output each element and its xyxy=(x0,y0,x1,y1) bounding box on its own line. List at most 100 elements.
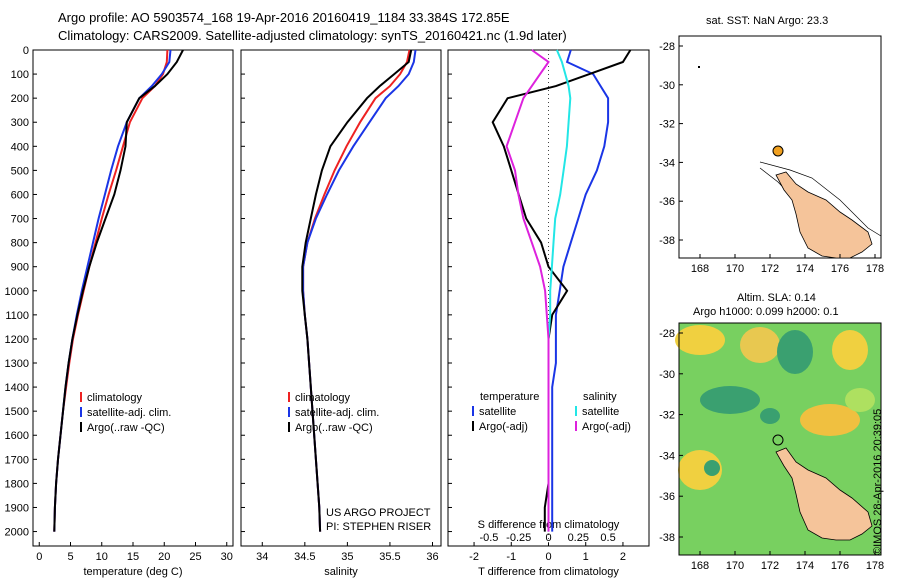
sla-map-warm-patch xyxy=(740,327,780,363)
depth-tick-label: 1300 xyxy=(5,358,29,370)
chart-title-line1: Argo profile: AO 5903574_168 19-Apr-2016… xyxy=(58,10,510,25)
x-axis-label: temperature (deg C) xyxy=(83,566,182,578)
depth-tick-label: 1500 xyxy=(5,406,29,418)
sst-map-title: sat. SST: NaN Argo: 23.3 xyxy=(706,15,829,27)
lat-tick-label: -32 xyxy=(659,410,675,422)
depth-tick-label: 900 xyxy=(11,262,29,274)
x-tick-label: 30 xyxy=(221,551,233,563)
legend-label: satellite-adj. clim. xyxy=(87,407,171,419)
lon-tick-label: 170 xyxy=(726,560,744,572)
depth-axis: 0 100 200 300 400 500 600 700 800 900 1000 1100 1200… xyxy=(5,45,452,539)
s-tick-label: -0.5 xyxy=(479,532,498,544)
depth-tick-label: 500 xyxy=(11,165,29,177)
depth-tick-label: 800 xyxy=(11,238,29,250)
x-tick-label: 2 xyxy=(620,551,626,563)
x-tick-label: -2 xyxy=(469,551,479,563)
depth-tick-label: 100 xyxy=(11,69,29,81)
sla-map-cool-patch xyxy=(760,408,780,424)
x-tick-label: 36 xyxy=(426,551,438,563)
s-tick-label: 0.5 xyxy=(600,532,615,544)
series-line-satellite xyxy=(53,49,172,532)
legend-title-temperature: temperature xyxy=(480,391,539,403)
depth-tick-label: 1100 xyxy=(5,310,29,322)
imos-watermark: ©IMOS 28-Apr-2016 20:39:05 xyxy=(872,408,884,555)
legend-label: satellite xyxy=(479,406,516,418)
lon-tick-label: 178 xyxy=(866,263,884,275)
sla-map-cool-patch xyxy=(845,388,875,412)
map-axes: 168 170 172 174 176 178 -28 -30 -32 -34 -36 -38 168 1… xyxy=(659,41,884,572)
lon-tick-label: 178 xyxy=(866,560,884,572)
lat-tick-label: -32 xyxy=(659,119,675,131)
sla-map-title-line2: Argo h1000: 0.099 h2000: 0.1 xyxy=(693,306,839,318)
series-line-satellite xyxy=(551,49,610,532)
s-tick-label: -0.25 xyxy=(506,532,531,544)
lat-tick-label: -34 xyxy=(659,450,675,462)
salinity-panel-frame xyxy=(240,49,442,547)
lon-tick-label: 168 xyxy=(691,263,709,275)
legend-label: satellite-adj. clim. xyxy=(295,407,379,419)
lon-tick-label: 176 xyxy=(831,560,849,572)
x-tick-label: 35.5 xyxy=(379,551,400,563)
lat-tick-label: -38 xyxy=(659,235,675,247)
series-line-argo xyxy=(301,49,413,532)
lat-tick-label: -36 xyxy=(659,491,675,503)
sla-map-warm-patch xyxy=(800,404,860,436)
depth-tick-label: 1800 xyxy=(5,478,29,490)
sla-map-cool-patch xyxy=(700,386,760,414)
legend-label: Argo(-adj) xyxy=(582,421,631,433)
lon-tick-label: 172 xyxy=(761,263,779,275)
lat-tick-label: -30 xyxy=(659,369,675,381)
chart-title-line2: Climatology: CARS2009. Satellite-adjuste… xyxy=(58,28,567,43)
lon-tick-label: 174 xyxy=(796,560,814,572)
depth-tick-label: 1600 xyxy=(5,430,29,442)
lon-tick-label: 172 xyxy=(761,560,779,572)
x-tick-label: 20 xyxy=(158,551,170,563)
legend-label: Argo(..raw -QC) xyxy=(87,422,165,434)
depth-tick-label: 1900 xyxy=(5,502,29,514)
x-tick-label: 34.5 xyxy=(294,551,315,563)
series-line-sal_argo xyxy=(505,49,550,532)
depth-tick-label: 1200 xyxy=(5,334,29,346)
x-tick-label: 35 xyxy=(341,551,353,563)
depth-tick-label: 300 xyxy=(11,117,29,129)
depth-tick-label: 2000 xyxy=(5,527,29,539)
depth-tick-label: 1700 xyxy=(5,454,29,466)
series-line-climatology xyxy=(53,49,169,532)
x-axis-label: salinity xyxy=(324,566,358,578)
depth-tick-label: 200 xyxy=(11,93,29,105)
legend-title-salinity: salinity xyxy=(583,391,617,403)
sst-map xyxy=(678,35,882,259)
x-axis-label: T difference from climatology xyxy=(478,566,619,578)
series-line-argo xyxy=(53,49,184,532)
lat-tick-label: -28 xyxy=(659,41,675,53)
lat-tick-label: -28 xyxy=(659,328,675,340)
depth-tick-label: 700 xyxy=(11,214,29,226)
x-tick-label: 0 xyxy=(545,551,551,563)
legend-label: Argo(..raw -QC) xyxy=(295,422,373,434)
sla-map-warm-patch xyxy=(678,450,722,490)
legend-label: climatology xyxy=(87,392,143,404)
project-annotation: PI: STEPHEN RISER xyxy=(326,521,431,533)
lon-tick-label: 170 xyxy=(726,263,744,275)
depth-tick-label: 0 xyxy=(23,45,29,57)
sla-map-warm-patch xyxy=(675,325,725,355)
sla-map-land xyxy=(775,447,873,541)
depth-tick-label: 1000 xyxy=(5,286,29,298)
sst-map-land xyxy=(775,171,873,259)
lat-tick-label: -36 xyxy=(659,196,675,208)
lat-tick-label: -34 xyxy=(659,157,675,169)
sla-map-warm-patch xyxy=(832,330,868,370)
project-annotation: US ARGO PROJECT xyxy=(326,507,431,519)
depth-tick-label: 600 xyxy=(11,189,29,201)
depth-tick-label: 400 xyxy=(11,141,29,153)
sla-map-frame xyxy=(678,322,882,556)
lon-tick-label: 176 xyxy=(831,263,849,275)
sla-map xyxy=(675,322,882,556)
lon-tick-label: 168 xyxy=(691,560,709,572)
x-tick-label: 10 xyxy=(96,551,108,563)
sla-map-float-marker xyxy=(772,434,784,446)
sst-map-float-marker xyxy=(772,145,784,157)
legend-label: Argo(-adj) xyxy=(479,421,528,433)
legend-label: satellite xyxy=(582,406,619,418)
